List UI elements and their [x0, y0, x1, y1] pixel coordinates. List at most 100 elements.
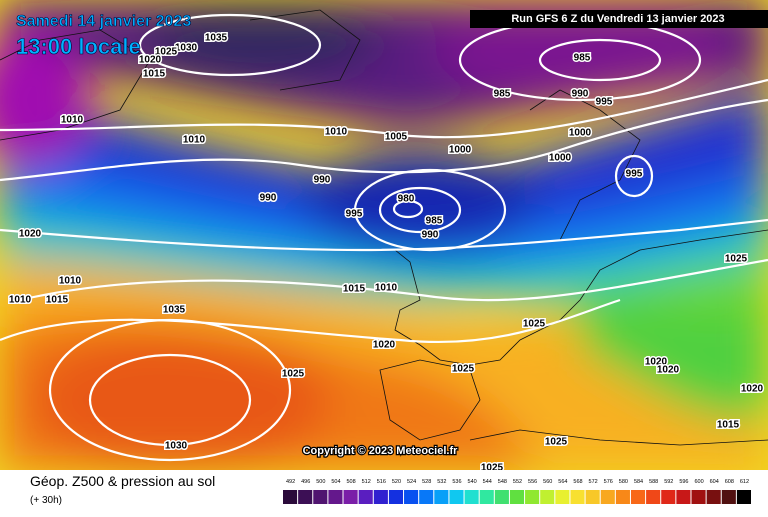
- scale-cell: [525, 490, 540, 504]
- scale-cell: [676, 490, 691, 504]
- scale-cell: [691, 490, 706, 504]
- scale-label: 608: [725, 479, 734, 485]
- scale-label: 588: [649, 479, 658, 485]
- time-label: 13:00 locale: [16, 34, 141, 59]
- scale-cell: [479, 490, 494, 504]
- scale-label: 492: [286, 479, 295, 485]
- color-scale: 492 496 500 504 508 512 516 520 524 528 532 536 540 5…: [283, 479, 751, 504]
- geopotential-field: [0, 0, 768, 470]
- isobar-label: 995: [596, 97, 613, 108]
- scale-cell: [328, 490, 343, 504]
- isobar-label: 995: [346, 209, 363, 220]
- scale-cell: [343, 490, 358, 504]
- scale-label: 508: [346, 479, 355, 485]
- isobar-label: 1025: [725, 254, 748, 265]
- isobar-label: 1010: [59, 276, 82, 287]
- scale-cell: [661, 490, 676, 504]
- scale-label: 596: [679, 479, 688, 485]
- footer-title: Géop. Z500 & pression au sol: [30, 473, 215, 489]
- scale-label: 560: [543, 479, 552, 485]
- scale-cell: [373, 490, 388, 504]
- footer-lead: (+ 30h): [30, 495, 62, 506]
- scale-cell: [585, 490, 600, 504]
- isobar-label: 1020: [373, 340, 396, 351]
- isobar-label: 1020: [139, 55, 162, 66]
- scale-cell: [494, 490, 509, 504]
- scale-label: 520: [392, 479, 401, 485]
- run-banner: [470, 10, 768, 28]
- isobar-label: 1005: [385, 132, 408, 143]
- isobar-label: 985: [426, 216, 443, 227]
- scale-label: 552: [513, 479, 522, 485]
- isobar-label: 1015: [343, 284, 366, 295]
- run-label: Run GFS 6 Z du Vendredi 13 janvier 2023: [511, 13, 724, 25]
- isobar-label: 1020: [645, 357, 668, 368]
- coastlines: [0, 9, 768, 446]
- isobar-label: 1000: [549, 153, 572, 164]
- scale-cell: [388, 490, 404, 504]
- scale-label: 496: [301, 479, 310, 485]
- scale-cell: [449, 490, 464, 504]
- scale-label: 528: [422, 479, 431, 485]
- isobar-label: 1020: [19, 229, 42, 240]
- scale-label: 600: [694, 479, 703, 485]
- scale-cell: [509, 490, 525, 504]
- scale-label: 516: [377, 479, 386, 485]
- scale-cell: [721, 490, 736, 504]
- isobar-label: 1015: [143, 69, 166, 80]
- isobar-label: 985: [494, 89, 511, 100]
- isobar-label: 1010: [375, 283, 398, 294]
- isobar-label: 1025: [282, 369, 305, 380]
- scale-cell: [419, 490, 434, 504]
- copyright: Copyright © 2023 Meteociel.fr: [303, 445, 459, 457]
- isobar-label: 990: [572, 89, 589, 100]
- scale-label: 500: [316, 479, 325, 485]
- scale-label: 544: [483, 479, 492, 485]
- scale-cell: [434, 490, 449, 504]
- scale-label: 512: [362, 479, 371, 485]
- scale-cell: [736, 490, 751, 504]
- scale-label: 576: [604, 479, 613, 485]
- isobar-label: 1025: [452, 364, 475, 375]
- scale-cell: [404, 490, 419, 504]
- isobar-label: 1025: [545, 437, 568, 448]
- isobar-label: 1025: [155, 47, 178, 58]
- scale-label: 540: [468, 479, 477, 485]
- isobar-label: 1020: [657, 365, 680, 376]
- isobar-label: 990: [260, 193, 277, 204]
- isobar-label: 1010: [325, 127, 348, 138]
- scale-label: 604: [710, 479, 719, 485]
- scale-cell: [555, 490, 570, 504]
- isobar-label: 1030: [165, 441, 188, 452]
- isobar-label: 1030: [175, 43, 198, 54]
- scale-label: 580: [619, 479, 628, 485]
- scale-label: 572: [589, 479, 598, 485]
- isobar-label: 1015: [46, 295, 69, 306]
- scale-label: 548: [498, 479, 507, 485]
- isobar-label: 1000: [449, 145, 472, 156]
- scale-label: 556: [528, 479, 537, 485]
- isobar-label: 1035: [163, 305, 186, 316]
- scale-cell: [630, 490, 646, 504]
- scale-label: 584: [634, 479, 643, 485]
- scale-label: 612: [740, 479, 749, 485]
- scale-label: 536: [452, 479, 461, 485]
- isobar-label: 990: [314, 175, 331, 186]
- scale-cell: [283, 490, 298, 504]
- isobars: [0, 13, 768, 462]
- isobar-label: 1000: [569, 128, 592, 139]
- scale-cell: [615, 490, 630, 504]
- scale-cell: [358, 490, 373, 504]
- date-label: Samedi 14 janvier 2023: [16, 13, 191, 30]
- isobar-label: 980: [398, 194, 415, 205]
- scale-cell: [706, 490, 721, 504]
- scale-cell: [570, 490, 585, 504]
- isobar-label: 1020: [741, 384, 764, 395]
- isobar-label: 1025: [523, 319, 546, 330]
- scale-cell: [600, 490, 615, 504]
- scale-label: 592: [664, 479, 673, 485]
- isobar-label: 1015: [717, 420, 740, 431]
- scale-cell: [298, 490, 313, 504]
- isobar-label: 995: [626, 169, 643, 180]
